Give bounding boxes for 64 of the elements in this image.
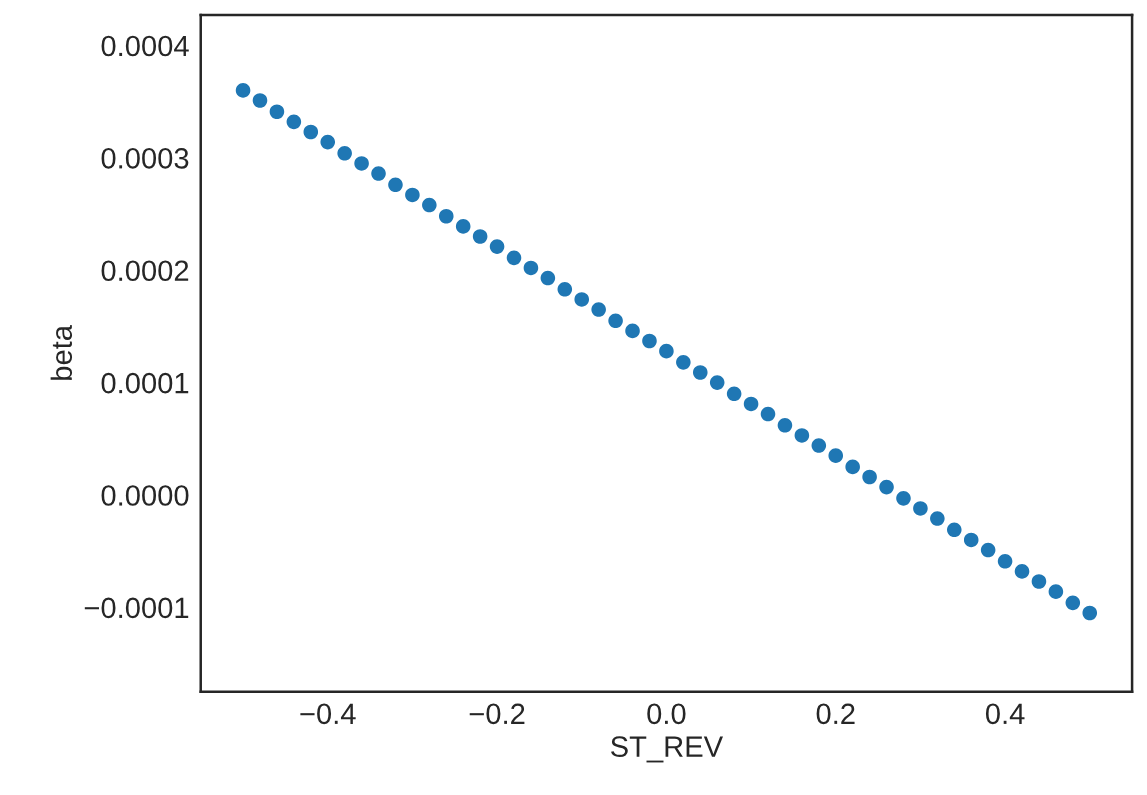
point (862, 469, 877, 485)
point (320, 134, 336, 150)
point (811, 438, 827, 453)
point (540, 270, 556, 286)
y-tick-label: 0.0004 (101, 35, 189, 57)
point (337, 146, 352, 161)
point (371, 166, 386, 181)
point (405, 187, 420, 203)
point (828, 448, 844, 463)
point (845, 459, 860, 475)
point (591, 302, 606, 317)
point (286, 114, 302, 130)
point (1065, 595, 1081, 611)
y-tick-label: 0.0000 (101, 485, 189, 506)
y-tick-label: 0.0001 (101, 372, 189, 394)
point (354, 156, 369, 171)
point (947, 522, 962, 538)
point (608, 313, 623, 329)
point (472, 229, 488, 244)
point (1048, 584, 1064, 599)
point (574, 292, 590, 307)
point (760, 406, 776, 422)
point (896, 491, 911, 506)
x-tick-label: 0.2 (816, 703, 855, 725)
y-axis-title: beta (50, 324, 73, 380)
point (913, 501, 928, 516)
point (726, 386, 742, 402)
point (489, 239, 505, 254)
point (455, 219, 471, 234)
point (269, 104, 285, 120)
x-tick-label: 0.4 (985, 703, 1025, 725)
point (963, 532, 979, 548)
point (235, 83, 251, 98)
point (252, 93, 268, 108)
point (980, 542, 996, 558)
point (777, 418, 793, 433)
point (879, 479, 894, 495)
point (506, 250, 522, 266)
x-axis-title: ST_REV (611, 736, 724, 763)
x-tick-label: −0.2 (469, 703, 525, 725)
point (1082, 605, 1098, 621)
point (692, 365, 708, 380)
y-tick-label: 0.0002 (101, 260, 189, 282)
point (388, 177, 403, 193)
point (997, 554, 1013, 569)
point (659, 343, 674, 359)
point (1031, 574, 1047, 589)
x-tick-label: 0.0 (647, 703, 686, 725)
point (709, 375, 725, 390)
point (930, 511, 945, 526)
point (422, 197, 437, 213)
point (676, 355, 691, 370)
point (743, 396, 759, 412)
y-tick-label: 0.0003 (101, 148, 189, 169)
point (625, 323, 640, 339)
y-tick-label: −0.0001 (84, 597, 189, 619)
point (794, 428, 810, 443)
point (1014, 564, 1030, 579)
point (557, 282, 573, 297)
point (438, 208, 454, 224)
x-tick-label: −0.4 (300, 703, 356, 725)
point (642, 333, 657, 349)
point (303, 124, 319, 140)
point (523, 260, 539, 276)
